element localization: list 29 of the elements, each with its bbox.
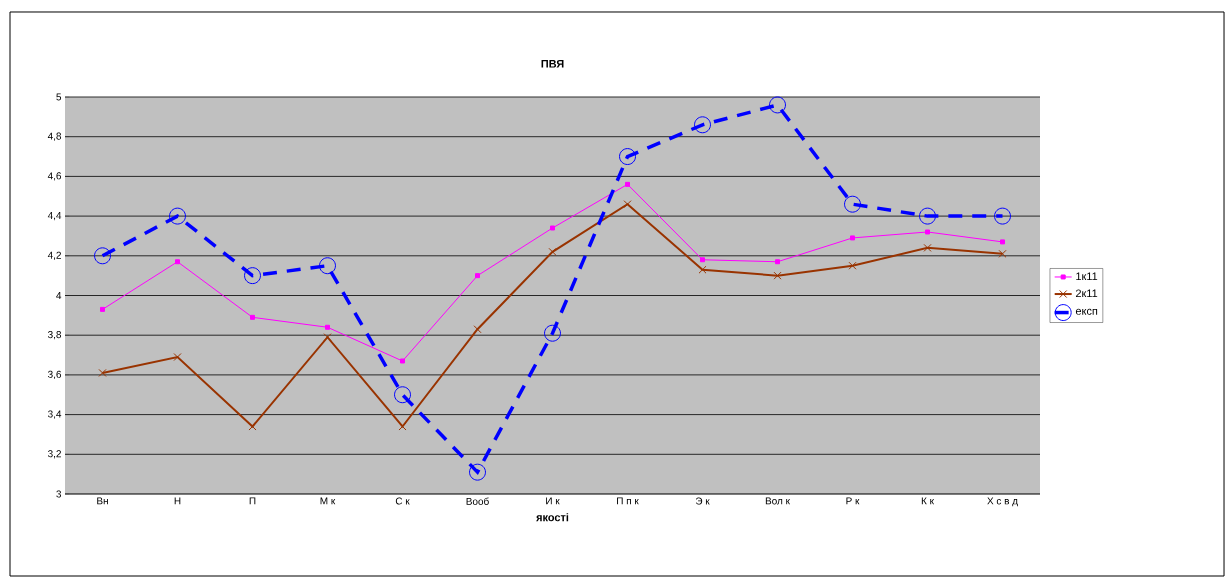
x-tick-label: М к [320,497,336,505]
y-tick-label: 5 [56,93,62,101]
y-tick-label: 3,4 [48,410,62,419]
y-tick-label: 4,4 [47,212,62,221]
x-tick-label: К к [921,497,935,505]
y-tick-label: 3,2 [48,450,61,459]
x-tick-label: Н [174,497,181,505]
y-tick-label: 4,6 [47,172,62,181]
chart-title: ПВЯ [541,60,564,68]
legend-label: 2к11 [1075,289,1098,298]
x-tick-label: Х с в д [987,497,1018,507]
x-axis-title: якості [536,513,569,522]
y-tick-label: 4,8 [47,132,62,141]
y-tick-label: 3 [56,490,62,498]
x-tick-label: С к [395,497,410,505]
x-tick-label: Э к [695,497,710,505]
legend-label: експ [1075,308,1098,315]
x-tick-label: Р к [846,497,860,505]
y-tick-label: 3,6 [48,370,62,380]
x-tick-label: Вол к [765,497,790,505]
y-tick-label: 3,8 [48,331,62,340]
y-tick-label: 4,2 [47,251,61,260]
y-tick-label: 4 [56,292,62,299]
x-tick-label: Вооб [466,497,489,505]
x-tick-label: П п к [617,497,639,505]
x-tick-label: И к [546,497,560,505]
x-tick-label: П [249,497,256,505]
x-tick-label: Вн [97,497,108,505]
legend-label: 1к11 [1076,272,1098,280]
